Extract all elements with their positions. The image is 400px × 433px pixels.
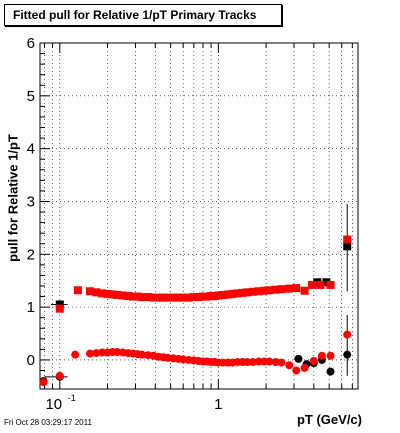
square-point-red — [85, 287, 94, 296]
square-point-red — [300, 286, 309, 295]
circle-point-red — [309, 357, 318, 366]
circle-point-red — [326, 351, 335, 360]
square-point-red — [271, 285, 280, 294]
circle-point-black — [343, 350, 352, 359]
plot-frame — [39, 42, 359, 390]
square-point-red — [144, 293, 153, 302]
square-point-red — [179, 293, 188, 302]
circle-point-red — [317, 351, 326, 360]
y-tick-label: 5 — [27, 88, 35, 105]
square-point-red — [308, 280, 317, 289]
square-point-red — [343, 235, 352, 244]
y-tick-label: 6 — [27, 35, 35, 52]
square-point-red — [108, 290, 117, 299]
circle-point-red — [55, 371, 64, 380]
square-point-red — [292, 284, 301, 293]
circle-point-red — [39, 378, 48, 387]
circle-point-red — [277, 358, 286, 367]
square-point-red — [103, 289, 112, 298]
square-point-red — [238, 288, 247, 297]
square-point-red — [138, 293, 147, 302]
square-point-red — [233, 289, 242, 298]
square-point-black — [322, 278, 331, 287]
square-point-black — [343, 242, 352, 251]
square-point-red — [118, 291, 127, 300]
chart-title: Fitted pull for Relative 1/pT Primary Tr… — [4, 4, 282, 26]
y-tick-label: 2 — [27, 246, 35, 263]
timestamp: Fri Oct 28 03:29:17 2011 — [4, 418, 92, 427]
y-tick-label: 3 — [27, 193, 35, 210]
square-point-red — [219, 290, 228, 299]
circle-point-red — [254, 357, 263, 366]
square-point-red — [194, 293, 203, 302]
square-point-red — [265, 286, 274, 295]
y-tick-label: 4 — [27, 141, 35, 158]
square-point-red — [133, 292, 142, 301]
square-point-red — [243, 288, 252, 297]
square-point-red — [184, 293, 193, 302]
square-point-red — [92, 288, 101, 297]
square-point-red — [223, 290, 232, 299]
square-point-red — [326, 280, 335, 289]
square-point-red — [248, 287, 257, 296]
square-point-red — [254, 287, 263, 296]
square-point-red — [214, 291, 223, 300]
square-point-red — [285, 284, 294, 293]
square-point-red — [129, 292, 138, 301]
circle-point-red — [71, 350, 80, 359]
circle-point-red — [243, 358, 252, 367]
square-point-black — [55, 300, 64, 309]
x-axis-label: pT (GeV/c) — [296, 412, 362, 427]
x-tick-label: 1 — [214, 396, 222, 413]
circle-point-red — [85, 349, 94, 358]
square-point-red — [159, 293, 168, 302]
circle-point-black — [294, 354, 303, 363]
circle-point-red — [113, 348, 122, 357]
square-point-red — [149, 293, 158, 302]
square-point-red — [154, 293, 163, 302]
square-point-red — [174, 293, 183, 302]
circle-point-red — [292, 366, 301, 375]
circle-point-red — [92, 349, 101, 358]
square-point-red — [277, 285, 286, 294]
circle-point-red — [271, 358, 280, 367]
square-point-red — [163, 293, 172, 302]
circle-point-red — [343, 330, 352, 339]
circle-point-red — [248, 358, 257, 367]
x-tick-label: 10 — [45, 396, 62, 413]
circle-point-red — [285, 361, 294, 370]
circle-point-red — [300, 363, 309, 372]
y-tick-label: 0 — [27, 352, 35, 369]
square-point-red — [98, 289, 107, 298]
square-point-red — [189, 293, 198, 302]
x-tick-label-exponent: -1 — [68, 393, 76, 403]
square-point-red — [113, 290, 122, 299]
square-point-red — [55, 304, 64, 313]
square-point-red — [169, 293, 178, 302]
y-tick-label: 1 — [27, 299, 35, 316]
square-point-red — [316, 280, 325, 289]
square-point-red — [124, 292, 133, 301]
circle-point-black — [326, 367, 335, 376]
square-point-red — [260, 286, 269, 295]
circle-point-red — [138, 350, 147, 359]
circle-point-red — [265, 357, 274, 366]
square-point-red — [228, 289, 237, 298]
square-point-red — [73, 286, 82, 295]
square-point-red — [198, 292, 207, 301]
